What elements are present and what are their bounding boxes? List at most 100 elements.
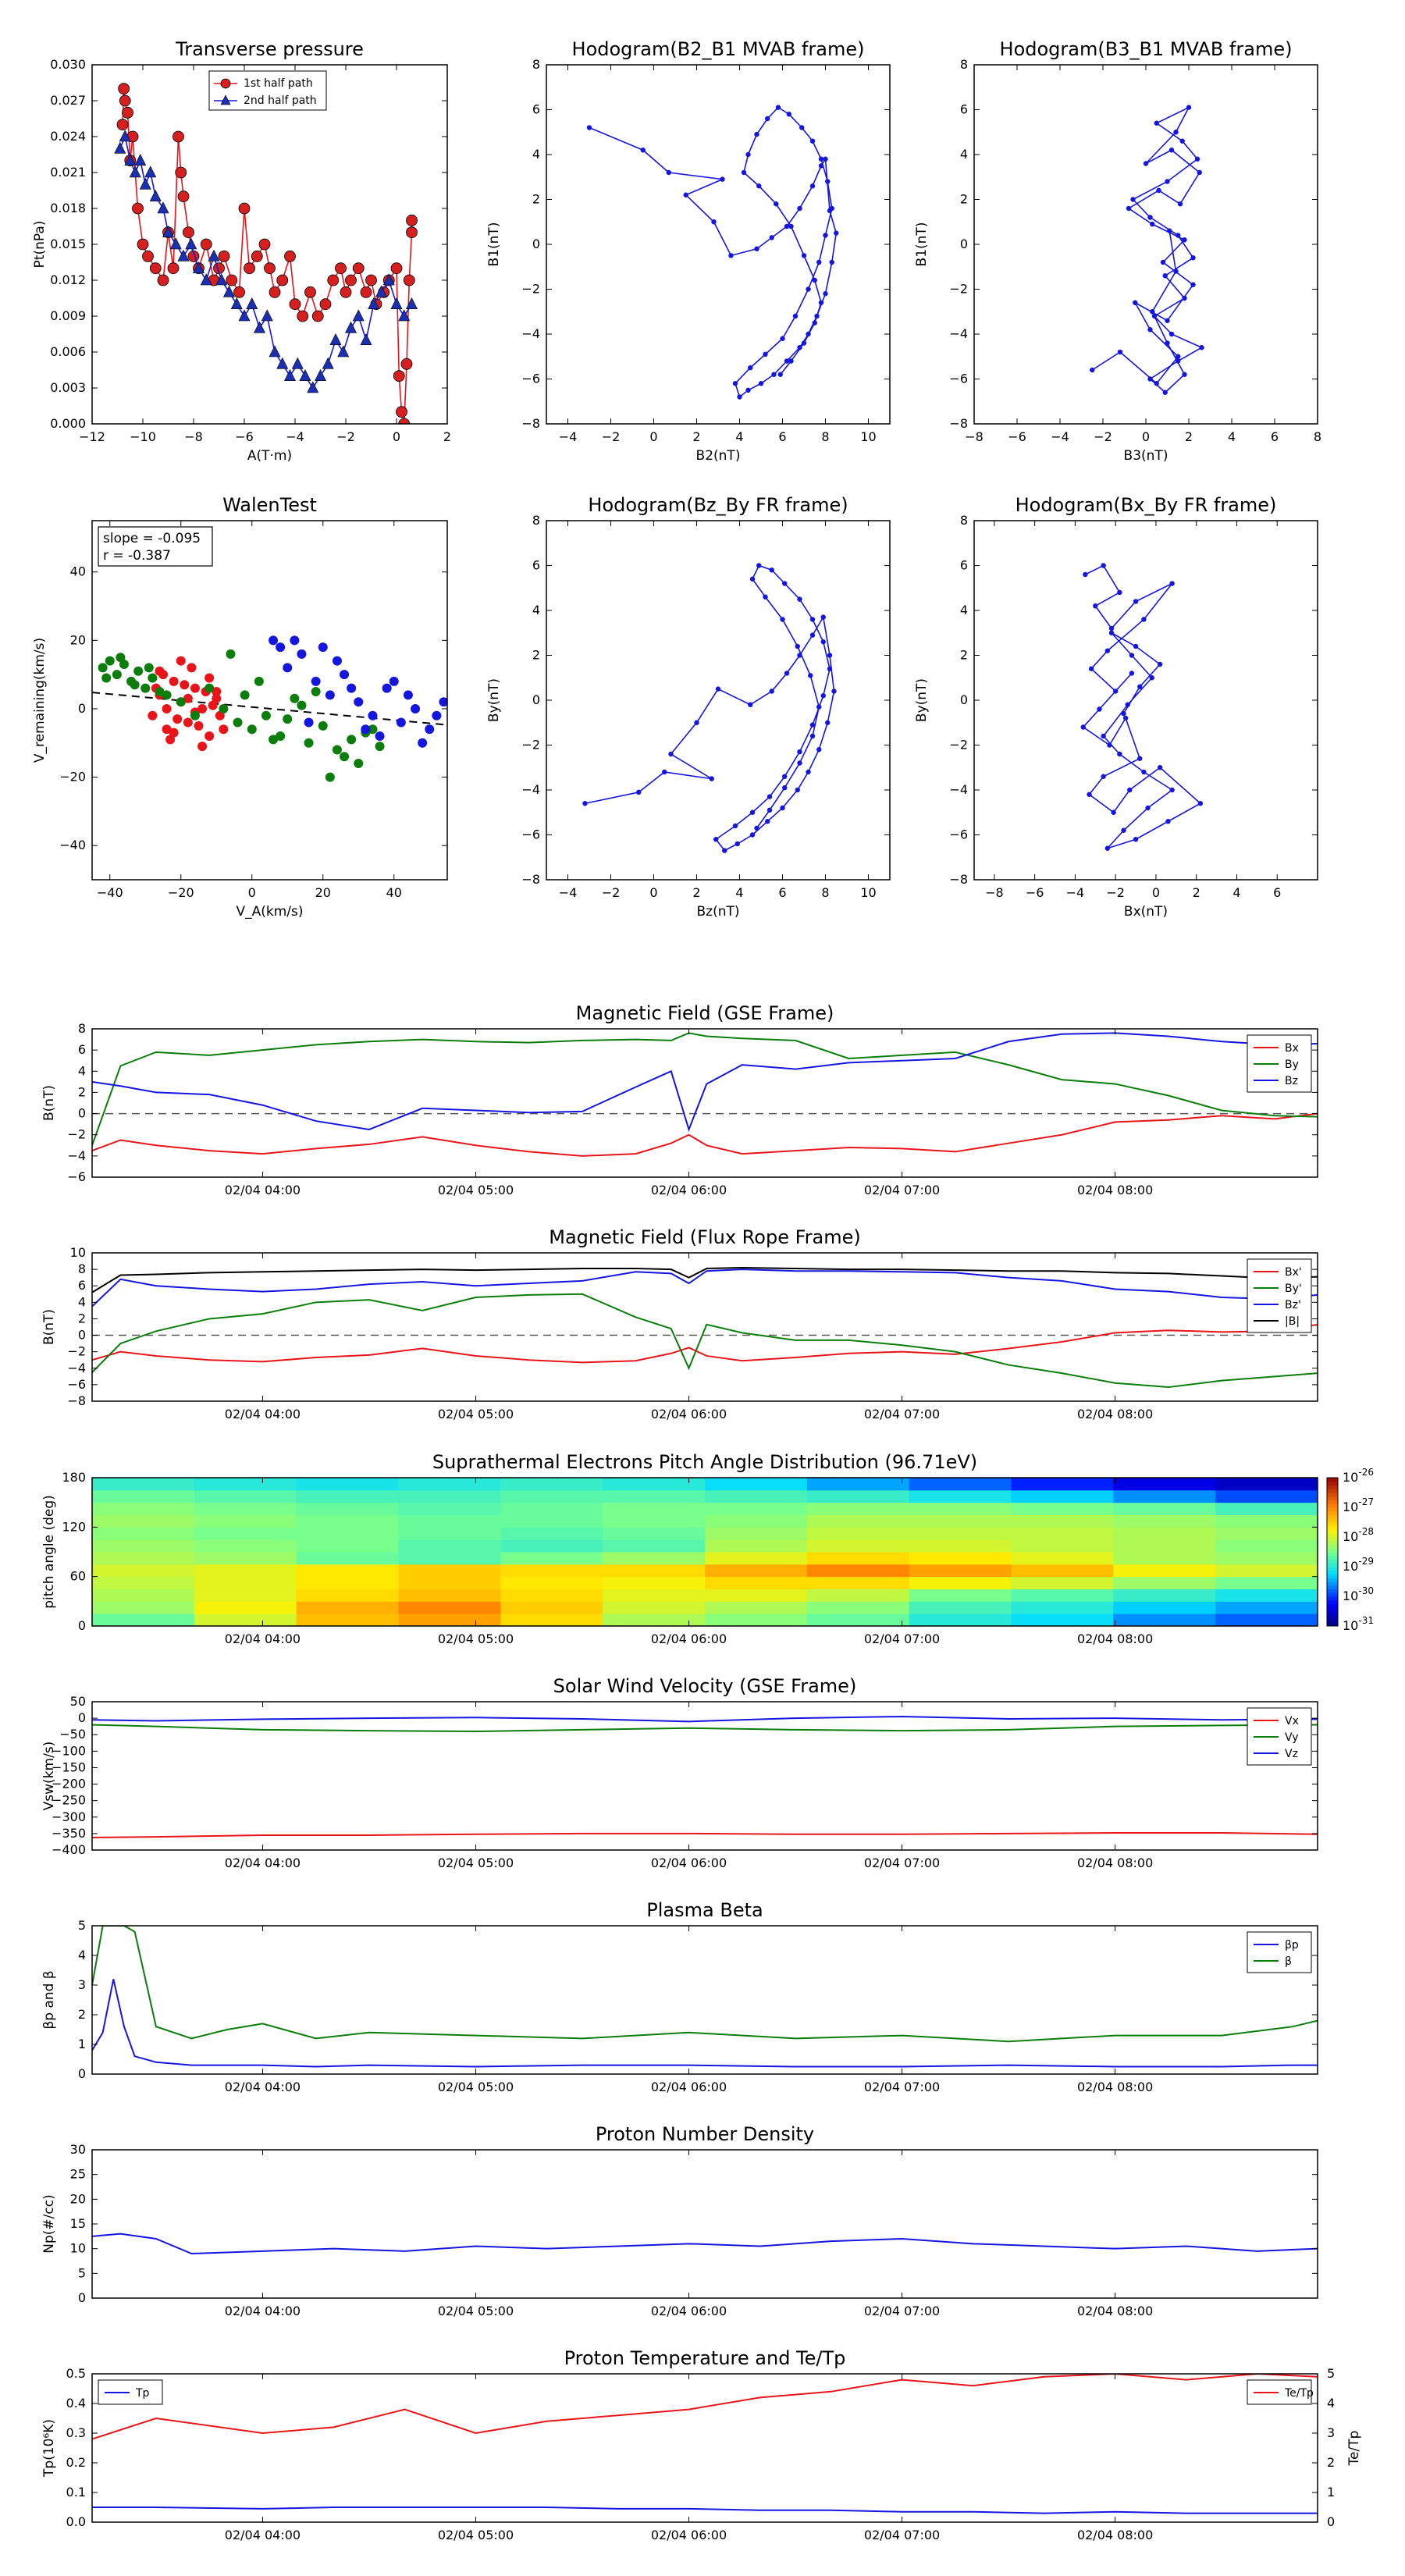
proton-density-xtick-label: 02/04 08:00 xyxy=(1077,2304,1153,2318)
walen-test-ylabel: V_remaining(km/s) xyxy=(32,638,48,763)
solar-wind-velocity-legend-label: Vy xyxy=(1285,1731,1299,1744)
hodogram-fr-bz-point xyxy=(820,693,826,699)
transverse-pressure-point xyxy=(284,250,296,262)
walen-test-point xyxy=(155,687,165,697)
pitch-angle-cell xyxy=(92,1601,195,1614)
pitch-angle-cell xyxy=(1011,1564,1114,1578)
walen-test-xtick-label: −20 xyxy=(168,885,194,900)
transverse-pressure-point xyxy=(142,250,154,262)
transverse-pressure-legend-label: 1st half path xyxy=(244,77,313,90)
transverse-pressure-point xyxy=(396,406,407,418)
transverse-pressure-point xyxy=(352,262,365,275)
hodogram-mvab-b3-panel: Hodogram(B3_B1 MVAB frame) B3(nT) B1(nT) −8… xyxy=(914,38,1321,464)
mag-field-gse-ylabel: B(nT) xyxy=(41,1085,57,1121)
pitch-angle-colorbar-segment xyxy=(1327,1567,1338,1571)
transverse-pressure-point xyxy=(173,130,184,143)
mag-field-fr-legend-label: Bz' xyxy=(1285,1299,1301,1311)
mag-field-gse-ytick-label: 8 xyxy=(78,1021,86,1036)
hodogram-mvab-b3-point xyxy=(1165,340,1170,346)
pitch-angle-colorbar-segment xyxy=(1327,1614,1338,1619)
pitch-angle-cell xyxy=(909,1489,1012,1503)
pitch-angle-colorbar-segment xyxy=(1327,1496,1338,1500)
hodogram-fr-bx-point xyxy=(1145,805,1151,811)
hodogram-fr-bz-point xyxy=(765,819,770,824)
transverse-pressure-point xyxy=(406,214,418,226)
walen-test-point xyxy=(311,687,321,697)
pitch-angle-colorbar-tick: 10-27 xyxy=(1343,1496,1374,1514)
transverse-pressure-xtick-label: −10 xyxy=(130,429,156,444)
mag-field-fr-ytick-label: −6 xyxy=(67,1377,86,1392)
walen-test-point xyxy=(254,676,264,686)
transverse-pressure-point xyxy=(226,274,238,286)
walen-test-annotation-line: slope = -0.095 xyxy=(103,531,201,546)
transverse-pressure-point xyxy=(329,333,342,345)
hodogram-mvab-b2-point xyxy=(829,205,834,212)
mag-field-fr-legend-label: By' xyxy=(1285,1283,1302,1295)
transverse-pressure-point xyxy=(200,273,212,286)
hodogram-mvab-b3-ytick-label: 6 xyxy=(960,102,968,117)
pitch-angle-cell xyxy=(603,1489,706,1503)
hodogram-mvab-b2-point xyxy=(732,381,738,386)
hodogram-mvab-b2-point xyxy=(809,138,816,144)
transverse-pressure-point xyxy=(251,250,263,262)
pitch-angle-cell xyxy=(500,1552,603,1565)
pitch-angle-cell xyxy=(909,1576,1012,1589)
hodogram-fr-bz-ytick-label: −8 xyxy=(521,872,540,887)
walen-test-point xyxy=(276,731,286,741)
walen-test-point xyxy=(162,703,172,713)
pitch-angle-colorbar-segment xyxy=(1327,1533,1338,1538)
mag-field-fr-series-0-line xyxy=(92,1323,1318,1364)
pitch-angle-cell xyxy=(500,1514,603,1528)
mag-field-fr-ytick-label: −2 xyxy=(67,1344,86,1359)
hodogram-mvab-b2-point xyxy=(801,340,807,346)
hodogram-fr-bz-point xyxy=(769,568,774,573)
mag-field-fr-plot-area xyxy=(92,1266,1318,1389)
pitch-angle-cell xyxy=(603,1576,706,1589)
hodogram-fr-bz-xlabel: Bz(nT) xyxy=(696,904,739,920)
pitch-angle-cell xyxy=(92,1589,195,1602)
hodogram-fr-bz-point xyxy=(582,801,588,806)
hodogram-fr-bx-point xyxy=(1133,837,1139,842)
transverse-pressure-point xyxy=(185,237,197,250)
hodogram-fr-bz-panel: Hodogram(Bz_By FR frame) Bz(nT) By(nT) −4 −2… xyxy=(486,494,891,920)
pitch-angle-colorbar-tick: 10-29 xyxy=(1343,1556,1374,1574)
pitch-angle-cell xyxy=(1011,1502,1114,1515)
pitch-angle-ytick-label: 120 xyxy=(62,1519,86,1534)
transverse-pressure-point xyxy=(124,153,137,165)
hodogram-fr-bx-ytick-label: −4 xyxy=(949,782,968,797)
pitch-angle-cell xyxy=(92,1576,195,1589)
walen-test-point xyxy=(180,680,190,690)
pitch-angle-cell xyxy=(296,1478,399,1491)
walen-test-point xyxy=(140,683,151,693)
walen-test-plot-area xyxy=(92,635,447,782)
pitch-angle-cell xyxy=(92,1614,195,1626)
walen-test-point xyxy=(148,673,158,683)
proton-temperature-ytick-right-label: 1 xyxy=(1327,2485,1335,2500)
hodogram-mvab-b2-point xyxy=(745,387,751,393)
walen-test-point xyxy=(98,663,108,673)
pitch-angle-cell xyxy=(500,1539,603,1553)
proton-density-ytick-label: 20 xyxy=(70,2191,86,2206)
mag-field-fr-ytick-label: −4 xyxy=(67,1361,86,1375)
hodogram-mvab-b2-xtick-label: 6 xyxy=(778,429,786,444)
hodogram-fr-bz-point xyxy=(797,749,802,755)
transverse-pressure-point xyxy=(119,94,131,107)
hodogram-fr-bz-point xyxy=(662,769,667,775)
hodogram-mvab-b2-point xyxy=(806,286,811,292)
hodogram-mvab-b2-ylabel: B1(nT) xyxy=(486,222,502,267)
transverse-pressure-point xyxy=(175,166,187,179)
walen-test-point xyxy=(205,673,215,683)
hodogram-fr-bx-ylabel: By(nT) xyxy=(914,678,930,722)
hodogram-fr-bx-xtick-label: 0 xyxy=(1152,885,1160,900)
mag-field-gse-xtick-label: 02/04 04:00 xyxy=(225,1183,301,1197)
hodogram-fr-bz-point xyxy=(806,769,811,775)
transverse-pressure-point xyxy=(119,130,131,142)
walen-test-point xyxy=(311,676,321,686)
hodogram-fr-bz-point xyxy=(668,751,674,757)
pitch-angle-cell xyxy=(1113,1502,1216,1515)
walen-test-point xyxy=(340,752,350,762)
transverse-pressure-point xyxy=(403,274,415,286)
proton-temperature-legend-label: Te/Tp xyxy=(1284,2387,1314,2400)
walen-test-xtick-label: 20 xyxy=(315,885,331,900)
pitch-angle-xtick-label: 02/04 04:00 xyxy=(225,1631,301,1646)
